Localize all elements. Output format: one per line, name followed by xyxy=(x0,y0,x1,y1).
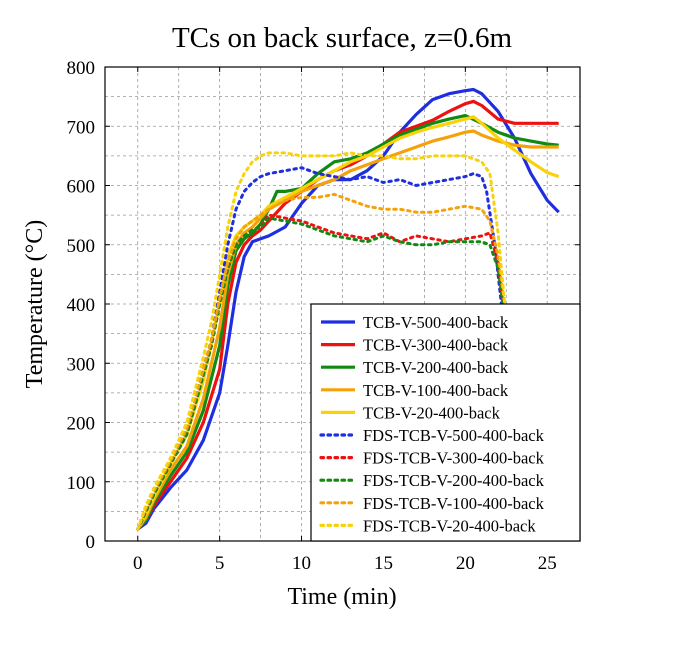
x-tick-label: 10 xyxy=(292,553,311,574)
chart-title: TCs on back surface, z=0.6m xyxy=(172,22,513,54)
x-tick-label: 15 xyxy=(374,553,393,574)
legend-box xyxy=(310,303,581,542)
y-tick-label: 200 xyxy=(67,414,96,435)
y-tick-label: 100 xyxy=(67,473,96,494)
series-line-FDS-TCB-V-20-400-back xyxy=(136,151,507,531)
legend-label: FDS-TCB-V-100-400-back xyxy=(363,494,545,513)
legend-label: TCB-V-300-400-back xyxy=(363,336,509,355)
series-line-FDS-TCB-V-200-400-back xyxy=(136,216,505,531)
y-axis-label: Temperature (°C) xyxy=(22,220,48,389)
y-tick-label: 0 xyxy=(86,532,96,553)
legend-label: FDS-TCB-V-500-400-back xyxy=(363,426,545,445)
legend: TCB-V-500-400-back TCB-V-300-400-back TCB-… xyxy=(310,303,581,542)
y-tick-label: 300 xyxy=(67,354,96,375)
y-tick-label: 600 xyxy=(67,177,96,198)
legend-label: FDS-TCB-V-200-400-back xyxy=(363,471,545,490)
y-tick-label: 800 xyxy=(67,58,96,79)
legend-label: TCB-V-500-400-back xyxy=(363,313,509,332)
series-lines xyxy=(136,87,560,531)
y-tick-label: 400 xyxy=(67,295,96,316)
axis-ticks: 0 5 10 15 20 25 0 100 200 300 400 500 600 700 800 xyxy=(67,58,580,574)
series-line-FDS-TCB-V-100-400-back xyxy=(136,192,507,531)
legend-label: TCB-V-20-400-back xyxy=(363,403,501,422)
x-tick-label: 20 xyxy=(456,553,475,574)
legend-label: FDS-TCB-V-300-400-back xyxy=(363,449,545,468)
legend-label: FDS-TCB-V-20-400-back xyxy=(363,516,536,535)
legend-label: TCB-V-100-400-back xyxy=(363,381,509,400)
x-tick-label: 25 xyxy=(538,553,557,574)
x-axis-label: Time (min) xyxy=(287,584,396,610)
x-tick-label: 0 xyxy=(133,553,143,574)
legend-label: TCB-V-200-400-back xyxy=(363,358,509,377)
y-tick-label: 700 xyxy=(67,117,96,138)
series-line-TCB-V-100-400-back xyxy=(136,129,559,531)
y-tick-label: 500 xyxy=(67,236,96,257)
x-tick-label: 5 xyxy=(215,553,225,574)
